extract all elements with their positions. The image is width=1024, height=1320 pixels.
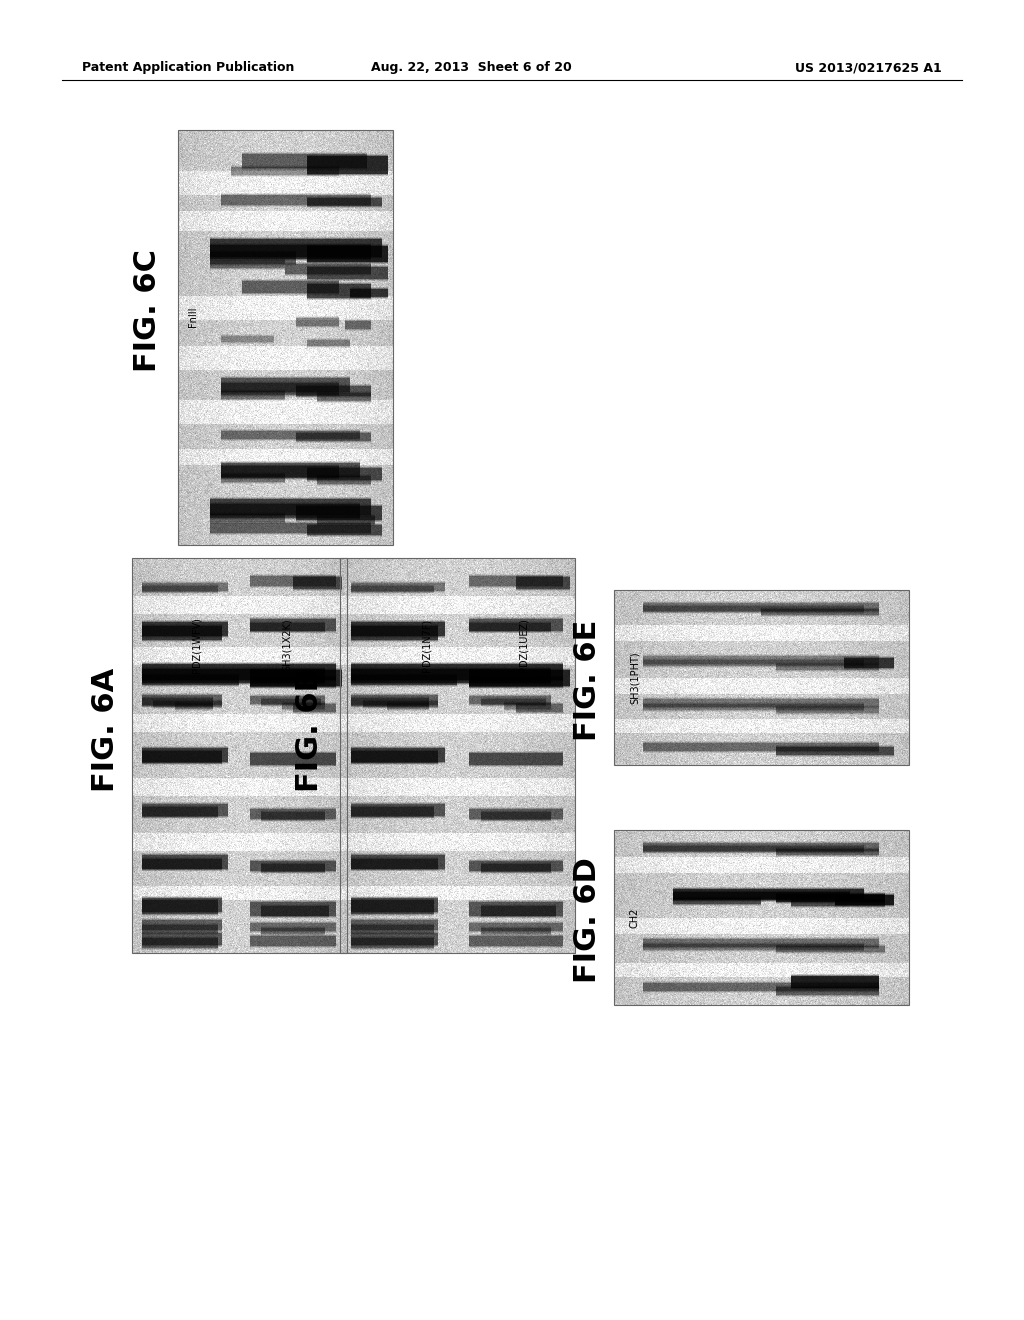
Text: SH3(1PHT): SH3(1PHT) [630,651,640,704]
Text: PDZ(1N7F): PDZ(1N7F) [422,618,432,672]
Text: Patent Application Publication: Patent Application Publication [82,62,294,74]
Text: CH2: CH2 [630,907,640,928]
Bar [614,830,909,1005]
Bar [340,558,575,953]
Text: FIG. 6C: FIG. 6C [133,248,163,371]
Bar [178,129,393,545]
Text: FnIII: FnIII [188,306,198,327]
Text: SH3(1X2K): SH3(1X2K) [282,619,292,671]
Text: US 2013/0217625 A1: US 2013/0217625 A1 [796,62,942,74]
Text: FIG. 6E: FIG. 6E [573,619,602,741]
Text: PDZ(1UEZ): PDZ(1UEZ) [518,618,528,672]
Text: FIG. 6D: FIG. 6D [573,857,602,983]
Text: Aug. 22, 2013  Sheet 6 of 20: Aug. 22, 2013 Sheet 6 of 20 [371,62,571,74]
Text: FIG. 6A: FIG. 6A [90,668,120,792]
Bar [132,558,347,953]
Bar [614,590,909,766]
Text: FIG. 6B: FIG. 6B [296,668,325,792]
Text: PDZ(1WFV): PDZ(1WFV) [191,616,202,673]
